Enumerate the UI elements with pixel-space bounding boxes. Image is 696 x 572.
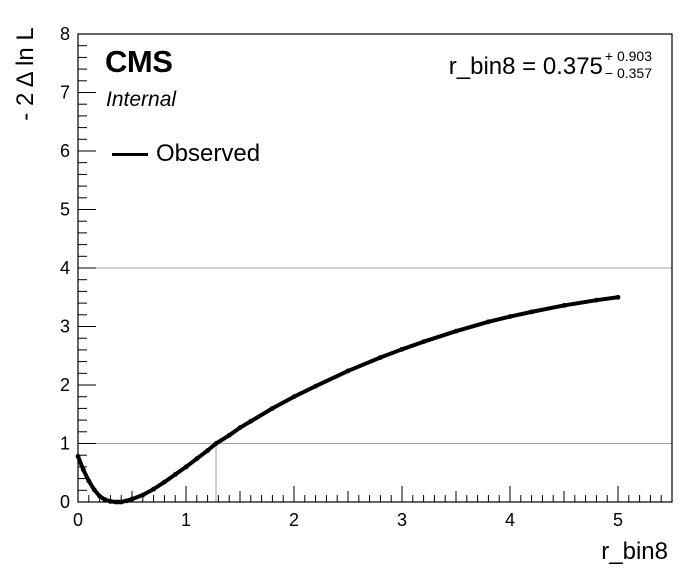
curve-layer: [75, 294, 621, 505]
reference-lines: [78, 267, 672, 502]
data-point: [453, 328, 459, 334]
data-point: [81, 467, 86, 473]
x-tick-label-5: 5: [613, 510, 623, 530]
data-point: [399, 346, 405, 352]
y-tick-label-3: 3: [60, 317, 70, 337]
y-tick-label-7: 7: [60, 83, 70, 103]
data-point: [226, 432, 232, 438]
data-point: [529, 309, 534, 315]
series-line-observed: [76, 295, 620, 504]
data-point: [313, 383, 318, 389]
data-point: [270, 406, 275, 411]
data-point: [194, 456, 200, 462]
data-point: [561, 303, 567, 308]
y-tick-label-5: 5: [60, 200, 70, 220]
data-point: [486, 319, 491, 325]
data-point: [421, 339, 426, 345]
fit-result-error-up: + 0.903: [604, 48, 652, 64]
data-point: [378, 355, 383, 360]
status-label: Internal: [106, 88, 177, 111]
fit-result: r_bin8 = 0.375 + 0.903 − 0.357: [448, 48, 652, 82]
y-tick-label-8: 8: [60, 24, 70, 44]
axes: 0 1 2 3 4 5 0 1 2 3 4 5 6 7 8: [60, 24, 673, 530]
y-tick-label-2: 2: [60, 375, 70, 395]
fit-result-error-down: − 0.357: [604, 65, 652, 81]
data-point: [615, 294, 621, 300]
x-tick-label-2: 2: [289, 510, 299, 530]
fit-result-value: r_bin8 = 0.375: [448, 53, 603, 80]
y-axis-label: - 2 Δ ln L: [12, 27, 39, 121]
x-axis-label: r_bin8: [601, 538, 668, 565]
data-point: [183, 464, 189, 470]
data-point: [213, 441, 219, 446]
data-point: [172, 472, 178, 477]
data-point: [507, 314, 513, 319]
data-point: [248, 418, 254, 424]
data-point: [205, 448, 211, 453]
legend: Observed: [112, 140, 260, 168]
data-point: [91, 487, 97, 493]
data-point: [237, 425, 243, 431]
x-tick-label-0: 0: [73, 510, 83, 530]
x-tick-label-3: 3: [397, 510, 407, 530]
legend-entry-observed: Observed: [156, 140, 261, 167]
y-tick-label-6: 6: [60, 141, 70, 161]
y-tick-label-1: 1: [60, 434, 70, 454]
data-point: [162, 479, 167, 485]
x-tick-label-4: 4: [505, 510, 515, 530]
y-tick-label-4: 4: [60, 258, 70, 278]
y-tick-label-0: 0: [60, 492, 70, 512]
data-point: [291, 394, 297, 400]
x-tick-label-1: 1: [181, 510, 191, 530]
data-point: [140, 492, 146, 498]
data-point: [345, 368, 351, 374]
data-point: [86, 478, 92, 484]
data-point: [594, 297, 599, 303]
experiment-label: CMS: [105, 44, 173, 79]
data-point: [151, 486, 157, 492]
legend-line-swatch: [112, 152, 148, 156]
fit-result-errors: + 0.903 − 0.357: [605, 48, 652, 82]
data-point: [102, 497, 108, 503]
